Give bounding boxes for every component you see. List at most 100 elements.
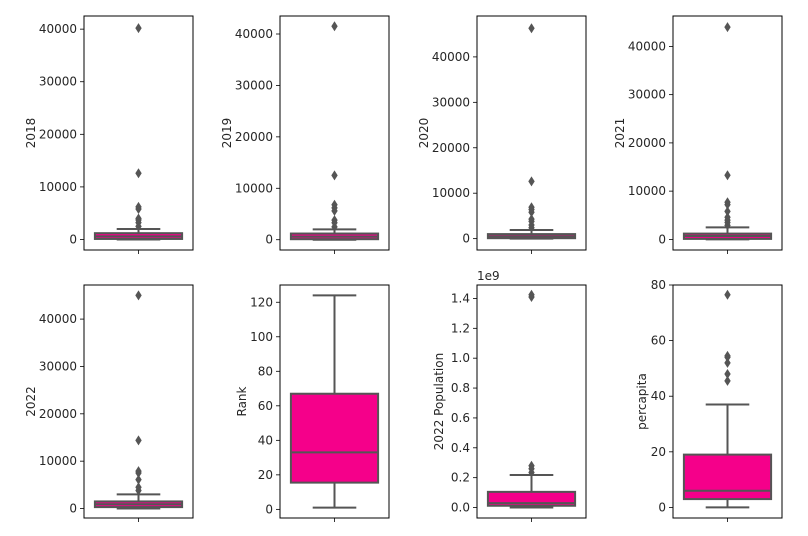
axes-frame	[279, 284, 390, 519]
boxplot-panel-2: 0 10000 20000 30000 40000 2020	[417, 15, 587, 254]
outlier-point	[724, 375, 731, 386]
outlier-point	[528, 214, 535, 225]
y-tick-label: 20000	[39, 127, 77, 141]
outlier-point	[331, 170, 338, 181]
y-tick-label: 20000	[432, 141, 470, 155]
axis-offset-label: 1e9	[477, 269, 500, 283]
y-tick-label: 40	[258, 433, 273, 447]
y-tick-label: 20000	[39, 407, 77, 421]
y-tick-label: 0	[69, 232, 77, 246]
y-tick-label: 0	[265, 502, 273, 516]
y-tick-label: 20	[258, 468, 273, 482]
outlier-point	[528, 460, 535, 471]
axes-frame	[83, 284, 194, 519]
y-tick-label: 40000	[39, 22, 77, 36]
axes-frame	[83, 15, 194, 251]
y-axis-label: 2022 Population	[432, 353, 446, 450]
y-tick-label: 120	[250, 295, 273, 309]
y-tick-label: 20000	[628, 136, 666, 150]
outlier-point	[724, 197, 731, 208]
y-tick-label: 40	[651, 389, 666, 403]
boxplot-panel-1: 0 10000 20000 30000 40000 2019	[220, 15, 390, 254]
y-tick-label: 1.2	[451, 321, 470, 335]
y-tick-label: 40000	[432, 50, 470, 64]
outlier-point	[724, 357, 731, 368]
y-tick-label: 0	[69, 502, 77, 516]
y-tick-label: 40000	[39, 312, 77, 326]
outlier-point	[528, 289, 535, 300]
y-tick-label: 10000	[432, 186, 470, 200]
y-tick-label: 10000	[235, 181, 273, 195]
y-tick-label: 20000	[235, 130, 273, 144]
boxplot-panel-0: 0 10000 20000 30000 40000 2018	[24, 15, 194, 254]
y-tick-label: 30000	[432, 95, 470, 109]
y-tick-label: 30000	[235, 78, 273, 92]
outlier-point	[135, 201, 142, 212]
outlier-point	[724, 350, 731, 361]
y-tick-label: 10000	[628, 184, 666, 198]
y-tick-label: 0.4	[451, 441, 470, 455]
y-tick-label: 20	[651, 445, 666, 459]
y-tick-label: 0.2	[451, 471, 470, 485]
y-tick-label: 10000	[39, 454, 77, 468]
outlier-point	[724, 170, 731, 181]
outlier-point	[135, 168, 142, 179]
y-tick-label: 1.0	[451, 351, 470, 365]
outlier-point	[724, 22, 731, 33]
y-axis-label: 2021	[613, 118, 627, 149]
outlier-point	[135, 466, 142, 477]
boxplot-panel-5: 0 20 40 60 80 100 120 Rank	[235, 284, 390, 522]
y-tick-label: 0.0	[451, 501, 470, 515]
outlier-point	[331, 199, 338, 210]
outlier-point	[528, 23, 535, 34]
outlier-point	[528, 202, 535, 213]
y-tick-label: 30000	[39, 75, 77, 89]
y-axis-label: 2018	[24, 118, 38, 149]
y-tick-label: 0	[462, 232, 470, 246]
iqr-box	[289, 392, 380, 484]
y-axis-label: Rank	[235, 386, 249, 416]
y-axis-label: 2022	[24, 386, 38, 417]
axes-frame	[672, 15, 783, 251]
axes-frame	[476, 284, 587, 519]
y-axis-label: 2019	[220, 118, 234, 149]
y-tick-label: 60	[258, 399, 273, 413]
outlier-point	[135, 213, 142, 224]
outlier-point	[331, 21, 338, 32]
y-tick-label: 0	[658, 232, 666, 246]
y-tick-label: 40000	[628, 39, 666, 53]
y-tick-label: 0.8	[451, 381, 470, 395]
y-axis-label: 2020	[417, 118, 431, 149]
y-tick-label: 10000	[39, 180, 77, 194]
outlier-point	[135, 474, 142, 485]
outlier-point	[724, 368, 731, 379]
axes-frame	[672, 284, 783, 519]
y-tick-label: 0	[265, 233, 273, 247]
outlier-point	[135, 23, 142, 34]
outlier-point	[135, 482, 142, 493]
outlier-point	[528, 176, 535, 187]
outlier-point	[724, 206, 731, 217]
y-tick-label: 0	[658, 500, 666, 514]
y-axis-label: percapita	[635, 373, 649, 430]
boxplot-panel-7: 0 20 40 60 80 percapita	[635, 278, 783, 522]
outlier-point	[724, 289, 731, 300]
y-tick-label: 1.4	[451, 291, 470, 305]
y-tick-label: 80	[258, 364, 273, 378]
outlier-point	[135, 435, 142, 446]
iqr-box	[682, 453, 773, 501]
y-tick-label: 80	[651, 278, 666, 292]
boxplot-panel-6: 0.0 0.2 0.4 0.6 0.8 1.0 1.2 1.4 2022 Population 1…	[432, 269, 587, 522]
axes-frame	[279, 15, 390, 251]
y-tick-label: 40000	[235, 27, 273, 41]
y-tick-label: 60	[651, 334, 666, 348]
y-tick-label: 100	[250, 330, 273, 344]
outlier-point	[135, 290, 142, 301]
boxplot-panel-4: 0 10000 20000 30000 40000 2022	[24, 284, 194, 522]
y-tick-label: 30000	[628, 88, 666, 102]
boxplot-panel-3: 0 10000 20000 30000 40000 2021	[613, 15, 783, 254]
axes-frame	[476, 15, 587, 251]
outlier-point	[724, 212, 731, 223]
y-tick-label: 30000	[39, 359, 77, 373]
